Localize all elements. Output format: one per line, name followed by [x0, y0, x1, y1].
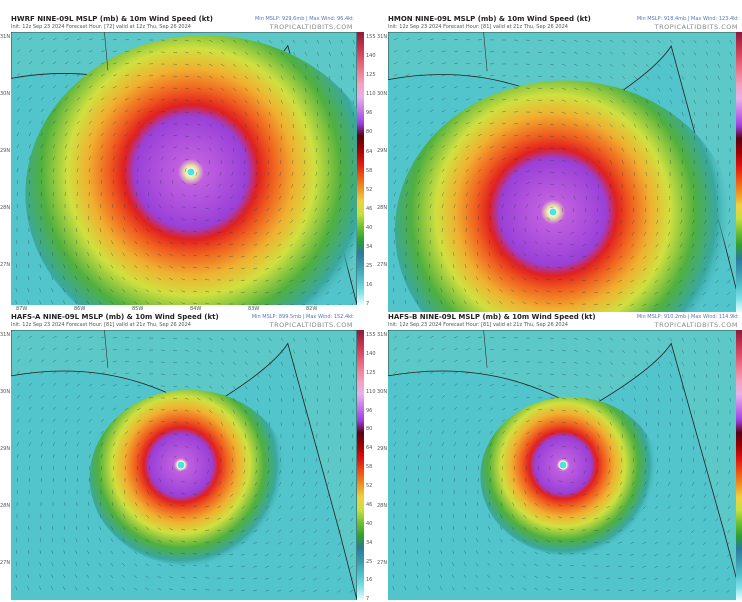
panel-title: HWRF NINE-09L MSLP (mb) & 10m Wind Speed…: [11, 15, 213, 23]
latitude-label: 31N: [377, 34, 387, 40]
colorbar-label: 96: [366, 408, 372, 414]
latitude-label: 29N: [377, 148, 387, 154]
colorbar-label: 110: [366, 91, 376, 97]
wind-speed-map: [388, 32, 742, 312]
panel-stats: Min MSLP: 918.4mb | Max Wind: 123.4kt: [637, 16, 738, 22]
site-watermark: TROPICALTIDBITS.COM: [655, 321, 738, 329]
panel-title: HAFS-A NINE-09L MSLP (mb) & 10m Wind Spe…: [11, 313, 219, 321]
colorbar-label: 52: [366, 187, 372, 193]
colorbar-label: 140: [366, 53, 376, 59]
site-watermark: TROPICALTIDBITS.COM: [270, 23, 353, 31]
wind-speed-map: [11, 330, 357, 600]
colorbar-label: 140: [366, 351, 376, 357]
colorbar-label: 96: [366, 110, 372, 116]
map-canvas: [388, 330, 742, 600]
panel-stats: Min MSLP: 899.5mb | Max Wind: 152.4kt: [252, 314, 353, 320]
latitude-label: 28N: [0, 503, 10, 509]
wind-field: [480, 397, 660, 556]
latitude-label: 30N: [0, 91, 10, 97]
panel-header: HAFS-B NINE-09L MSLP (mb) & 10m Wind Spe…: [388, 312, 742, 330]
colorbar-label: 46: [366, 206, 372, 212]
latitude-label: 28N: [0, 205, 10, 211]
model-panel: HWRF NINE-09L MSLP (mb) & 10m Wind Speed…: [11, 14, 357, 305]
colorbar-label: 7: [366, 301, 369, 307]
panel-title: HAFS-B NINE-09L MSLP (mb) & 10m Wind Spe…: [388, 313, 596, 321]
panel-init-info: Init: 12z Sep 23 2024 Forecast Hour: [81…: [388, 322, 568, 328]
storm-eye: [559, 461, 567, 469]
site-watermark: TROPICALTIDBITS.COM: [655, 23, 738, 31]
colorbar-label: 110: [366, 389, 376, 395]
storm-eye: [177, 461, 185, 469]
model-panel: HAFS-A NINE-09L MSLP (mb) & 10m Wind Spe…: [11, 312, 357, 600]
latitude-label: 27N: [0, 262, 10, 268]
panel-init-info: Init: 12z Sep 23 2024 Forecast Hour: [81…: [388, 24, 568, 30]
colorbar-label: 46: [366, 502, 372, 508]
model-panel: HAFS-B NINE-09L MSLP (mb) & 10m Wind Spe…: [388, 312, 742, 600]
latitude-label: 27N: [377, 262, 387, 268]
panel-header: HAFS-A NINE-09L MSLP (mb) & 10m Wind Spe…: [11, 312, 357, 330]
wind-speed-map: [11, 32, 357, 305]
latitude-label: 28N: [377, 205, 387, 211]
latitude-label: 27N: [377, 560, 387, 566]
storm-eye: [549, 208, 557, 216]
panel-init-info: Init: 12z Sep 23 2024 Forecast Hour: [81…: [11, 322, 191, 328]
wind-field: [395, 81, 736, 312]
colorbar-label: 16: [366, 282, 372, 288]
wind-speed-map: [388, 330, 742, 600]
colorbar-label: 155: [366, 332, 376, 338]
site-watermark: TROPICALTIDBITS.COM: [270, 321, 353, 329]
colorbar-label: 52: [366, 483, 372, 489]
latitude-label: 29N: [0, 446, 10, 452]
panel-stats: Min MSLP: 929.6mb | Max Wind: 96.4kt: [255, 16, 353, 22]
wind-speed-colorbar: [357, 32, 364, 305]
latitude-label: 30N: [0, 389, 10, 395]
latitude-label: 29N: [377, 446, 387, 452]
latitude-label: 30N: [377, 91, 387, 97]
colorbar-label: 34: [366, 540, 372, 546]
panel-header: HWRF NINE-09L MSLP (mb) & 10m Wind Speed…: [11, 14, 357, 32]
wind-speed-colorbar: [357, 330, 364, 600]
storm-eye: [187, 168, 195, 176]
model-panel: HMON NINE-09L MSLP (mb) & 10m Wind Speed…: [388, 14, 742, 312]
latitude-label: 29N: [0, 148, 10, 154]
colorbar-label: 40: [366, 521, 372, 527]
map-canvas: [11, 330, 357, 600]
panel-title: HMON NINE-09L MSLP (mb) & 10m Wind Speed…: [388, 15, 591, 23]
wind-speed-colorbar: [736, 330, 742, 600]
colorbar-label: 64: [366, 149, 372, 155]
wind-field: [90, 390, 290, 566]
latitude-label: 27N: [0, 560, 10, 566]
map-canvas: [388, 32, 742, 312]
colorbar-label: 16: [366, 577, 372, 583]
wind-speed-colorbar: [736, 32, 742, 312]
panel-init-info: Init: 12z Sep 23 2024 Forecast Hour: [72…: [11, 24, 191, 30]
colorbar-label: 80: [366, 129, 372, 135]
colorbar-label: 80: [366, 426, 372, 432]
latitude-label: 31N: [0, 34, 10, 40]
colorbar-label: 7: [366, 596, 369, 602]
colorbar-label: 125: [366, 72, 376, 78]
panel-header: HMON NINE-09L MSLP (mb) & 10m Wind Speed…: [388, 14, 742, 32]
colorbar-label: 58: [366, 168, 372, 174]
colorbar-label: 25: [366, 559, 372, 565]
colorbar-label: 58: [366, 464, 372, 470]
colorbar-label: 40: [366, 225, 372, 231]
latitude-label: 31N: [377, 332, 387, 338]
latitude-label: 30N: [377, 389, 387, 395]
panel-stats: Min MSLP: 910.2mb | Max Wind: 114.9kt: [637, 314, 738, 320]
colorbar-label: 155: [366, 34, 376, 40]
colorbar-label: 34: [366, 244, 372, 250]
colorbar-label: 25: [366, 263, 372, 269]
colorbar-label: 125: [366, 370, 376, 376]
map-canvas: [11, 32, 357, 305]
latitude-label: 28N: [377, 503, 387, 509]
latitude-label: 31N: [0, 332, 10, 338]
colorbar-label: 64: [366, 445, 372, 451]
